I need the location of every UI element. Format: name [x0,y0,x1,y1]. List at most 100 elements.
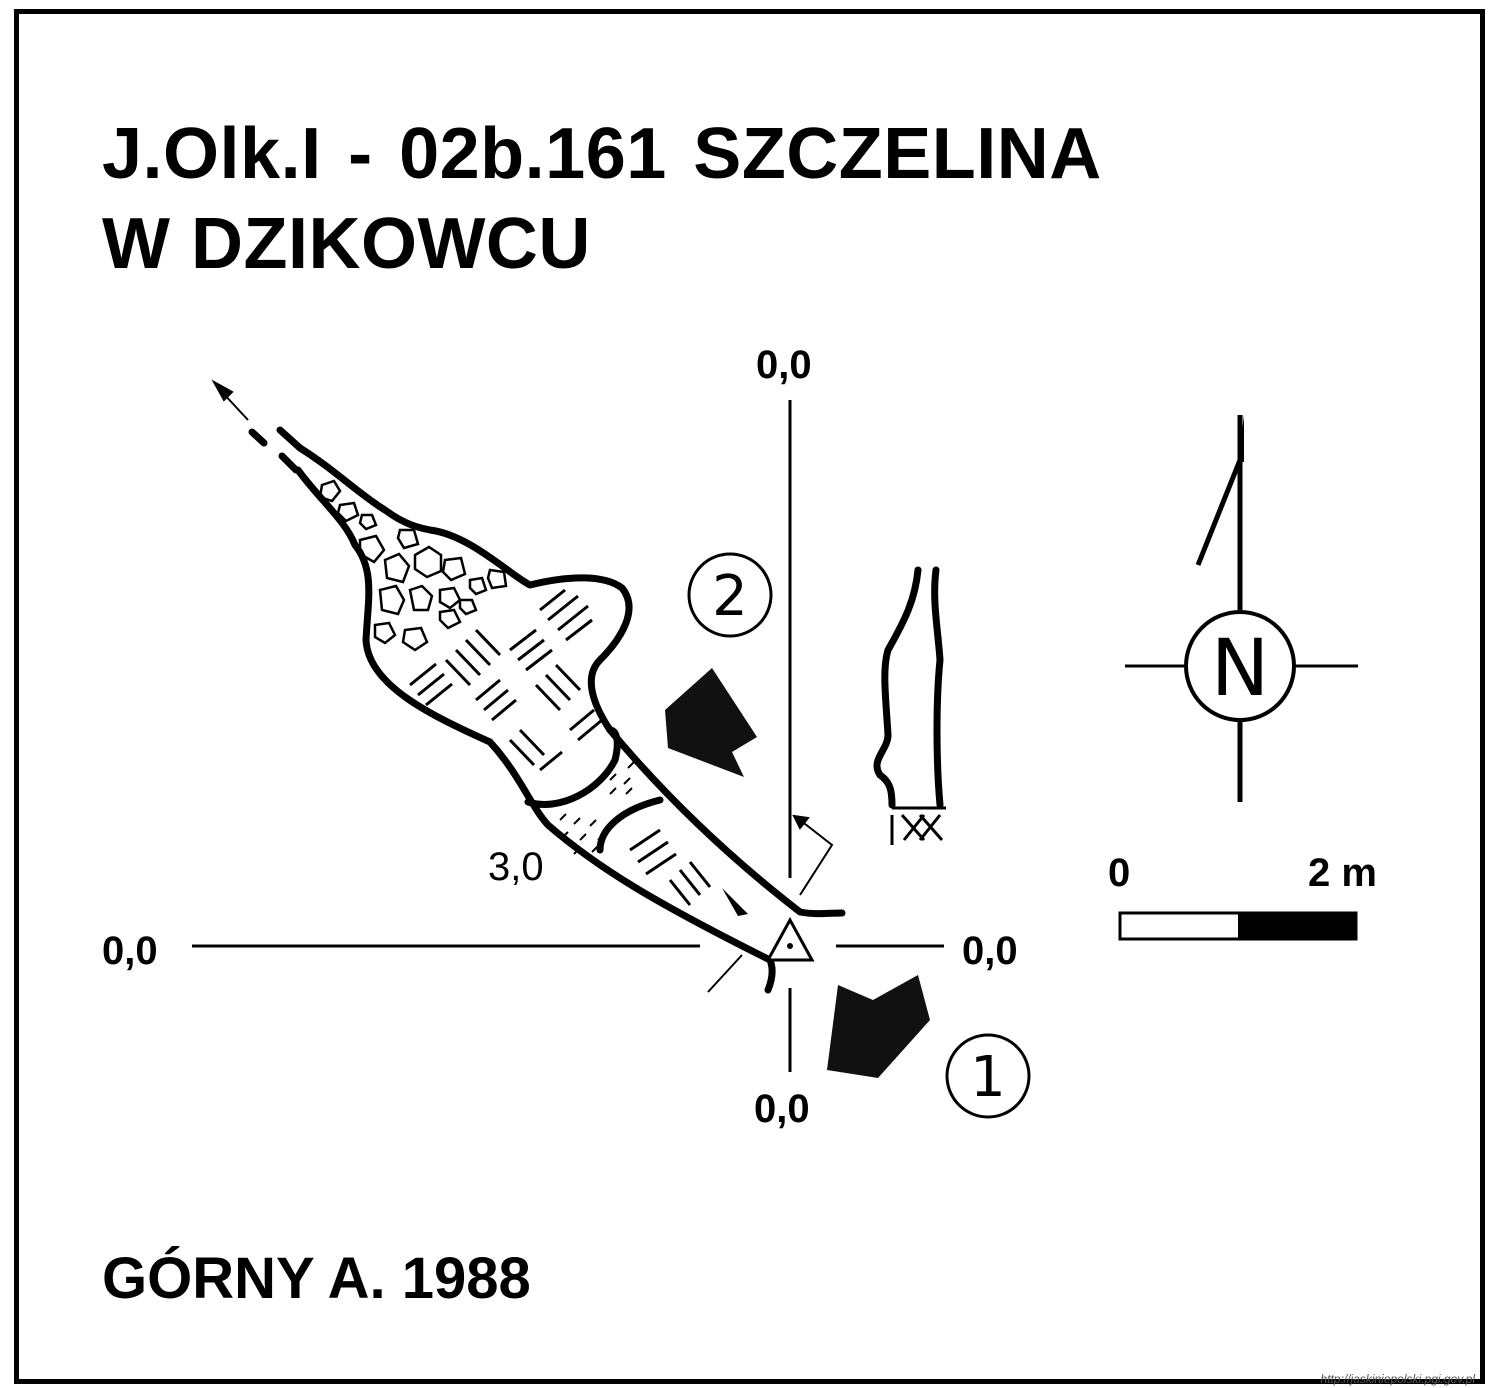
scale-bar-filled-segment [1238,913,1356,939]
boulder [396,528,420,550]
cross-section-arrow [792,814,834,896]
boulder [383,552,411,584]
cross-section-arrow-line [799,819,834,896]
boulder [458,598,478,616]
survey-axes [192,400,944,1072]
hatch [425,682,453,707]
scale-bar-end-label: 2 m [1308,851,1377,895]
hatch [475,678,501,702]
boulder [441,556,467,582]
chamber-divider-lower [596,796,664,854]
hatch [483,688,509,712]
hatch [544,673,572,702]
boulder [408,584,434,612]
boulder [401,626,429,652]
hatch [474,628,502,657]
continuation-dash-2 [278,452,300,474]
hatch [539,750,563,772]
hatch [557,604,589,632]
hatch [539,588,566,612]
north-needle-tip [1238,415,1244,462]
hatch [645,852,677,876]
boulder [486,568,508,590]
axis-label-right: 0,0 [962,929,1018,973]
hatch [902,814,926,841]
boulder [438,586,462,610]
survey-station [765,916,815,962]
hatch [509,628,537,652]
continuation-arrow-head [211,379,234,402]
boulder [468,576,488,596]
hatch [534,683,562,712]
chamber-divider-upper [524,726,621,808]
hatch [525,648,553,672]
cross-section-arrow-head [792,814,810,830]
boulder [438,608,462,630]
map-title-line-2: W DZIKOWCU [102,204,591,284]
entrance-marker-2-label: 2 [712,564,748,629]
map-frame [14,9,1485,1384]
cross-section-floor-hatch [890,814,944,845]
sediment-marks [559,813,605,855]
continuation-dash-1 [276,426,304,452]
scale-bar: 0 2 m [1108,851,1377,941]
boulder [318,479,342,503]
sediment-hatching [409,588,712,906]
cave-outline [294,444,846,994]
hatch [577,718,603,742]
north-arrow: N [1125,415,1358,802]
entrance-marker-2-circle [687,552,773,638]
hatch [565,618,593,642]
axis-label-left: 0,0 [102,929,158,973]
hatch [554,663,582,692]
axis-label-top: 0,0 [756,343,812,387]
boulder [373,621,397,645]
survey-station-triangle [765,916,815,962]
hatch [517,638,545,662]
depth-label: 3,0 [488,845,544,889]
map-title-line-1: J.Olk.I - 02b.161 SZCZELINA [102,114,1102,194]
hatch [918,814,942,841]
hatch [569,708,595,732]
hatch [547,594,579,622]
hatch [454,648,482,677]
fine-sediment [559,761,635,855]
hatch [637,840,669,864]
axis-label-bottom: 0,0 [754,1087,810,1131]
hatch [417,672,445,697]
hatch [518,728,546,757]
north-needle-barb [1195,459,1243,566]
hatch [444,658,472,687]
scale-bar-start-label: 0 [1108,851,1130,895]
boulder [358,534,386,564]
hatch [491,698,517,722]
entrance-marker-2: 2 [687,552,773,638]
hatch [508,738,536,767]
continuation-dash-3 [248,428,268,447]
hatch [688,861,712,888]
hatch [464,638,492,667]
entrance-arrow-1 [827,975,930,1078]
survey-author: GÓRNY A. 1988 [102,1246,531,1311]
hatch [409,662,437,687]
entrance-cut-line [707,954,743,993]
hatch [668,879,692,906]
source-credit: http://jaskiniepolski.pgi.gov.pl [1320,1372,1475,1386]
sediment-marks [609,761,635,795]
boulder [336,501,360,523]
hatch [678,869,702,896]
boulder [358,513,378,531]
passage-continuation [248,426,304,474]
hatch [629,828,661,852]
cave-wall-right [296,444,846,918]
compass-north-letter: N [1211,624,1269,714]
entrance-arrow-2 [665,668,757,777]
survey-station-dot [787,943,793,949]
entrance-marker-1: 1 [945,1033,1031,1119]
entrance-marker-1-circle [945,1033,1031,1119]
entrance-marker-1-label: 1 [970,1045,1006,1110]
cross-section-wall-left [873,566,922,809]
boulder-fill [318,479,508,652]
boulder [378,584,406,616]
